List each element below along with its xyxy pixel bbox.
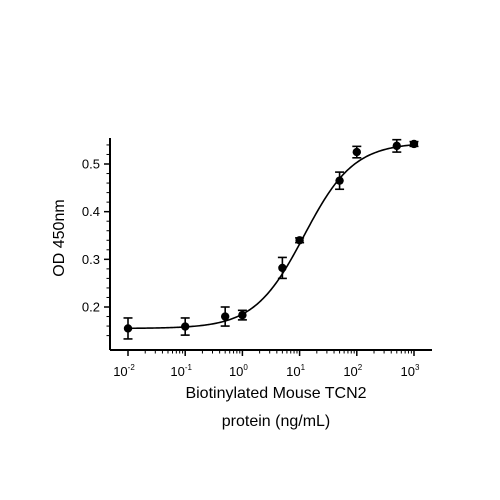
data-point <box>392 141 401 151</box>
y-tick-label: 0.3 <box>82 252 100 267</box>
y-tick-label: 0.2 <box>82 300 100 315</box>
x-tick-label: 102 <box>343 363 362 379</box>
data-point <box>295 236 304 245</box>
x-tick-label: 103 <box>401 363 420 379</box>
data-point <box>238 310 247 320</box>
data-point <box>123 324 133 333</box>
y-tick-label: 0.5 <box>82 157 100 172</box>
data-point <box>278 263 287 273</box>
x-axis-label-line1: Biotinylated Mouse TCN2 <box>185 385 366 402</box>
data-points <box>123 138 419 340</box>
x-tick-label: 100 <box>229 363 248 379</box>
x-tick-label: 101 <box>286 363 305 379</box>
fit-curve <box>127 143 415 330</box>
y-tick-label: 0.4 <box>82 204 100 219</box>
data-point <box>409 139 419 149</box>
x-tick-label: 10-1 <box>170 363 192 379</box>
y-axis-label: OD 450nm <box>51 199 68 276</box>
x-axis-label-line2: protein (ng/mL) <box>222 413 331 430</box>
data-point <box>220 312 230 321</box>
data-point <box>335 176 344 185</box>
tick-group: 0.2 0.3 0.4 0.5 10-2 10-1 100 101 102 103 <box>82 144 420 379</box>
data-point <box>352 147 361 157</box>
x-tick-label: 10-2 <box>113 363 135 379</box>
axes <box>109 138 432 351</box>
data-point <box>181 322 190 331</box>
